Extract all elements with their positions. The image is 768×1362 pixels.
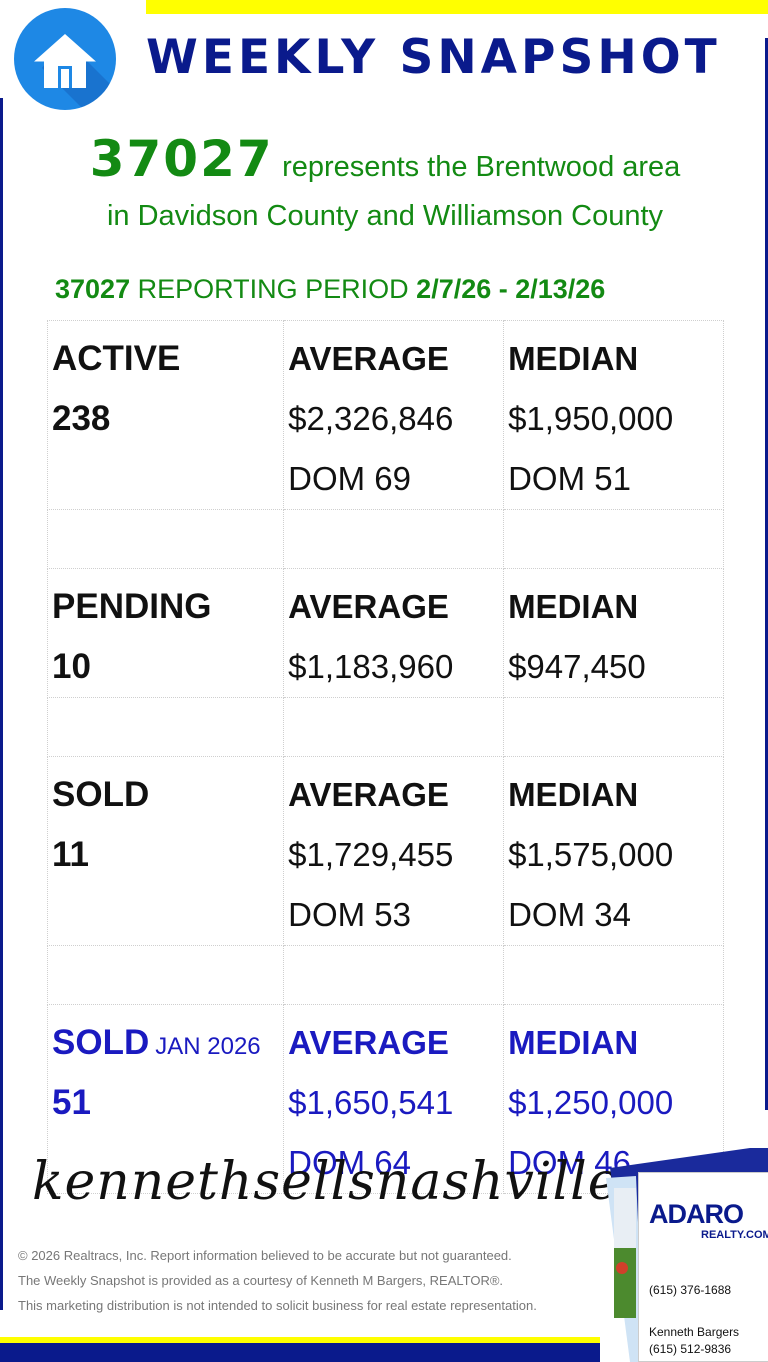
active-label: ACTIVE <box>52 339 181 378</box>
sold-month-median-price: $1,250,000 <box>508 1084 674 1121</box>
reporting-period: 37027 REPORTING PERIOD 2/7/26 - 2/13/26 <box>55 274 605 305</box>
period-label: REPORTING PERIOD <box>137 274 409 304</box>
disclaimer-solicit: This marketing distribution is not inten… <box>18 1298 537 1313</box>
active-median-dom: DOM 51 <box>508 460 631 497</box>
spacer-row <box>46 945 724 1005</box>
sold-month-average-header: AVERAGE <box>288 1024 449 1061</box>
left-border-rule <box>0 98 3 1310</box>
pending-cell: PENDING 10 <box>46 568 285 698</box>
brand-logo: ADARO <box>649 1199 744 1229</box>
sold-median-header: MEDIAN <box>508 776 639 813</box>
top-accent-bar <box>146 0 768 14</box>
agent-card: ADARO REALTY.COM (615) 376-1688 Kenneth … <box>600 1148 768 1362</box>
active-median-header: MEDIAN <box>508 340 639 377</box>
pending-average-cell: AVERAGE $1,183,960 <box>283 568 505 698</box>
active-cell: ACTIVE 238 <box>46 320 285 510</box>
sold-month-median-header: MEDIAN <box>508 1024 639 1061</box>
active-median-price: $1,950,000 <box>508 400 674 437</box>
active-median-cell: MEDIAN $1,950,000 DOM 51 <box>503 320 724 510</box>
sold-month-cell: SOLD JAN 2026 51 <box>46 1004 285 1194</box>
pending-label: PENDING <box>52 587 212 626</box>
spacer-row <box>46 509 724 569</box>
sold-month-label: SOLD <box>52 1023 150 1062</box>
sold-median-price: $1,575,000 <box>508 836 674 873</box>
pending-median-cell: MEDIAN $947,450 <box>503 568 724 698</box>
period-range: 2/7/26 - 2/13/26 <box>416 274 606 304</box>
spacer-row <box>46 697 724 757</box>
sold-month-label-line: SOLD JAN 2026 <box>52 1013 283 1073</box>
sold-month-average-cell: AVERAGE $1,650,541 DOM 64 <box>283 1004 505 1194</box>
active-average-header: AVERAGE <box>288 340 449 377</box>
intro-line-2: in Davidson County and Williamson County <box>106 200 664 232</box>
active-average-cell: AVERAGE $2,326,846 DOM 69 <box>283 320 505 510</box>
page-title: WEEKLY SNAPSHOT <box>146 30 721 85</box>
stats-row-sold-month: SOLD JAN 2026 51 AVERAGE $1,650,541 DOM 6… <box>46 1004 724 1194</box>
sold-month-period: JAN 2026 <box>155 1033 261 1060</box>
sold-average-header: AVERAGE <box>288 776 449 813</box>
active-average-dom: DOM 69 <box>288 460 412 497</box>
office-phone: (615) 376-1688 <box>649 1283 732 1297</box>
agent-name: Kenneth Bargers <box>649 1325 740 1339</box>
sold-count: 11 <box>52 835 89 874</box>
pending-median-header: MEDIAN <box>508 588 639 625</box>
disclaimer-copyright: © 2026 Realtracs, Inc. Report informatio… <box>18 1248 512 1263</box>
bottom-accent-bar <box>0 1337 600 1343</box>
pending-average-header: AVERAGE <box>288 588 449 625</box>
sold-label: SOLD <box>52 775 150 814</box>
stats-table: ACTIVE 238 AVERAGE $2,326,846 DOM 69 MED… <box>46 320 724 1194</box>
pending-count: 10 <box>52 647 91 686</box>
sold-cell: SOLD 11 <box>46 756 285 946</box>
sold-average-dom: DOM 53 <box>288 896 412 933</box>
stats-row-pending: PENDING 10 AVERAGE $1,183,960 MEDIAN $94… <box>46 568 724 698</box>
disclaimer-courtesy: The Weekly Snapshot is provided as a cou… <box>18 1273 504 1288</box>
home-icon <box>14 8 116 110</box>
active-count: 238 <box>52 399 111 438</box>
active-average-price: $2,326,846 <box>288 400 454 437</box>
sold-median-dom: DOM 34 <box>508 896 631 933</box>
period-zip: 37027 <box>55 274 131 304</box>
intro-zip: 37027 <box>89 130 274 188</box>
sold-average-cell: AVERAGE $1,729,455 DOM 53 <box>283 756 505 946</box>
brand-logo-sub: REALTY.COM <box>701 1229 768 1241</box>
agent-phone: (615) 512-9836 <box>649 1342 732 1356</box>
intro-text-1: represents the Brentwood area <box>282 151 681 183</box>
sold-month-count: 51 <box>52 1083 91 1122</box>
stats-row-sold: SOLD 11 AVERAGE $1,729,455 DOM 53 MEDIAN… <box>46 756 724 946</box>
bottom-navy-bar <box>0 1343 600 1362</box>
pending-median-price: $947,450 <box>508 648 646 685</box>
sold-month-median-dom: DOM 46 <box>508 1144 631 1181</box>
sold-median-cell: MEDIAN $1,575,000 DOM 34 <box>503 756 724 946</box>
right-border-rule <box>765 38 768 1110</box>
sold-month-average-price: $1,650,541 <box>288 1084 454 1121</box>
stats-row-active: ACTIVE 238 AVERAGE $2,326,846 DOM 69 MED… <box>46 320 724 510</box>
intro-line-1: 37027 represents the Brentwood area <box>40 130 730 188</box>
sold-average-price: $1,729,455 <box>288 836 454 873</box>
card-front: ADARO REALTY.COM (615) 376-1688 Kenneth … <box>638 1172 768 1362</box>
pending-average-price: $1,183,960 <box>288 648 454 685</box>
sold-month-average-dom: DOM 64 <box>288 1144 412 1181</box>
